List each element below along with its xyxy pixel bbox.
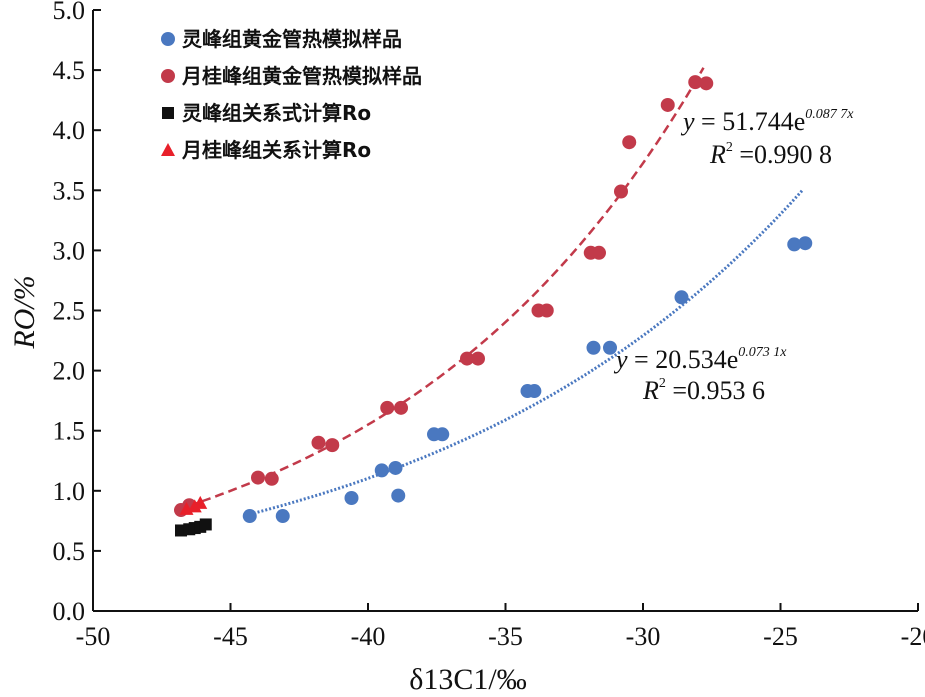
y-tick-label: 3.0: [53, 236, 86, 265]
y-axis-title: RO/%: [8, 275, 41, 349]
legend-label: 月桂峰组关系计算Ro: [181, 138, 371, 162]
x-tick-label: -50: [76, 622, 111, 651]
data-point: [187, 499, 202, 513]
fit-r2-yueguifeng: R2 =0.990 8: [709, 140, 832, 169]
data-point: [251, 470, 265, 485]
data-point: [592, 245, 606, 260]
data-point: [374, 463, 389, 478]
y-tick-label: 4.0: [53, 116, 86, 145]
fit-curve-1: [249, 189, 804, 516]
data-point: [435, 427, 450, 442]
data-point: [325, 438, 340, 453]
data-point: [688, 75, 703, 90]
data-point: [539, 303, 554, 318]
fit-curves: [175, 67, 804, 516]
data-point: [264, 471, 279, 486]
data-point: [527, 384, 542, 399]
legend-label: 灵峰组黄金管热模拟样品: [182, 27, 402, 51]
y-tick-label: 0.5: [53, 537, 86, 566]
y-tick-label: 1.5: [53, 417, 86, 446]
data-point: [614, 184, 628, 199]
data-point: [603, 340, 617, 355]
y-tick-label: 4.5: [53, 56, 86, 85]
x-tick-label: -35: [488, 622, 523, 651]
data-point: [699, 76, 714, 91]
data-point: [193, 495, 208, 509]
data-point: [388, 460, 403, 475]
x-tick-label: -40: [351, 622, 386, 651]
fit-equation-yueguifeng: y = 51.744e0.087 7x: [680, 107, 854, 136]
data-point: [460, 351, 474, 366]
legend-label: 月桂峰组黄金管热模拟样品: [181, 64, 422, 88]
y-tick-label: 0.0: [53, 597, 86, 626]
axes: 0.0 0.5 1.0 1.5 2.0 2.5 3.0 3.5 4.0 4.5 5.0 -50 -45 -…: [53, 0, 925, 651]
legend-label: 灵峰组关系式计算Ro: [182, 101, 371, 125]
legend-marker: [161, 143, 175, 156]
fit-curve-0: [175, 67, 705, 512]
data-point: [660, 97, 675, 112]
fit-r2-lingfeng: R2 =0.953 6: [642, 376, 765, 405]
data-points: [174, 75, 813, 537]
x-tick-label: -45: [213, 622, 248, 651]
data-point: [311, 435, 326, 450]
data-point: [798, 236, 813, 251]
legend-marker: [161, 32, 175, 46]
fit-equation-lingfeng: y = 20.534e0.073 1x: [613, 345, 787, 374]
data-point: [471, 351, 485, 366]
data-point: [394, 400, 408, 415]
data-point: [674, 290, 689, 305]
data-point: [199, 518, 212, 531]
data-point: [391, 488, 406, 503]
data-point: [622, 135, 637, 150]
y-tick-label: 3.5: [53, 176, 86, 205]
data-point: [787, 237, 802, 252]
data-point: [344, 491, 359, 506]
data-point: [380, 400, 395, 415]
data-point: [242, 509, 257, 524]
x-axis-title: δ13C1/‰: [409, 663, 526, 696]
x-tick-label: -20: [901, 622, 925, 651]
y-tick-label: 2.0: [53, 357, 86, 386]
x-tick-label: -25: [763, 622, 798, 651]
legend-marker: [161, 69, 175, 83]
y-tick-label: 2.5: [53, 297, 86, 326]
y-tick-label: 5.0: [53, 0, 86, 25]
y-tick-label: 1.0: [53, 477, 86, 506]
data-point: [586, 340, 601, 355]
legend-marker: [162, 107, 174, 119]
data-point: [275, 509, 290, 524]
x-tick-label: -30: [626, 622, 661, 651]
